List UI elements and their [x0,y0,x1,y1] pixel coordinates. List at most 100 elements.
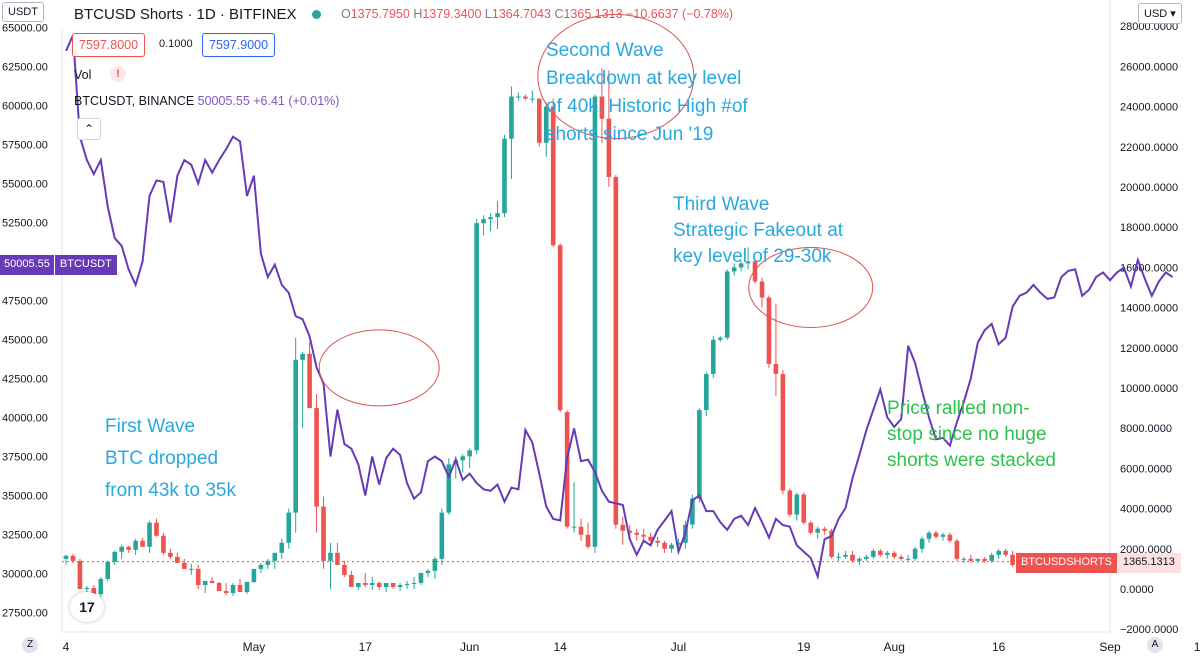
left-price-axis[interactable]: 65000.00 62500.00 60000.00 57500.00 55000.00… [2,23,48,620]
candle-body [342,564,347,575]
zoom-toggle-button[interactable]: Z [22,637,38,653]
btcusdt-line [65,34,1174,581]
candle-body [223,591,229,594]
btcusdt-price-name: BTCUSDT [54,255,117,275]
right-price-axis[interactable]: 28000.0000 26000.0000 24000.0000 22000.0000… [1120,21,1178,636]
candle-body [829,530,834,557]
sell-price-button[interactable]: 7597.8000 [72,33,146,57]
candle-body [84,587,90,589]
candle-body [1010,554,1015,565]
ohlc-values: O1375.7950 H1379.3400 L1364.7043 C1365.1… [341,7,733,21]
candle-body [446,464,452,513]
time-tick-label: Aug [884,640,905,654]
candle-body [272,552,278,561]
right-tick-label: 2000.0000 [1120,544,1172,556]
candle-body [599,96,605,119]
candle-body [182,562,187,569]
candle-body [105,561,111,579]
candle-body [168,552,173,557]
candle-body [578,526,584,535]
tradingview-logo[interactable]: 17 [70,592,104,622]
candle-body [878,550,883,555]
right-tick-label: 14000.0000 [1120,303,1178,315]
candle-body [676,542,681,545]
candle-body [147,522,152,547]
right-tick-label: 10000.0000 [1120,383,1178,395]
candle-body [1003,550,1008,555]
btcusdt-price-value: 50005.55 [0,255,54,275]
candle-body [822,528,827,531]
candle-body [300,353,305,360]
candle-body [230,584,236,594]
candle-body [474,223,479,451]
volume-label[interactable]: Vol [74,68,92,82]
warning-icon[interactable]: ! [110,66,126,82]
candle-body [766,297,772,364]
candle-body [425,570,431,573]
auto-scale-button[interactable]: A [1147,637,1163,653]
collapse-legend-icon[interactable]: ⌃ [77,118,101,140]
candle-body [481,219,486,224]
right-tick-label: 26000.0000 [1120,61,1178,73]
candle-body [871,550,876,557]
time-tick-label: Jul [671,640,686,654]
time-tick-label: Jun [460,640,479,654]
candle-body [641,534,646,537]
left-tick-label: 42500.00 [2,374,48,386]
left-tick-label: 60000.00 [2,101,48,113]
highlight-circle [748,247,874,328]
candle-body [954,540,960,559]
candle-body [857,558,862,561]
candle-body [133,540,138,550]
candle-body [321,506,326,561]
candle-body [328,552,333,561]
annotation: Third Wave Strategic Fakeout at key level … [673,194,844,267]
time-tick-label: 4 [63,640,70,654]
left-currency-button[interactable]: USDT [2,2,44,22]
candle-body [98,578,104,595]
right-currency-button[interactable]: USD ▾ [1138,3,1182,24]
right-tick-label: 18000.0000 [1120,222,1178,234]
candle-body [418,572,424,583]
candle-body [947,534,953,541]
shorts-candles [63,68,1113,598]
overlay-name: BTCUSDT, BINANCE [74,94,195,108]
candle-body [773,363,779,374]
buy-price-button[interactable]: 7597.9000 [202,33,276,57]
candle-body [251,568,257,582]
candle-body [397,584,403,587]
right-tick-label: 24000.0000 [1120,102,1178,114]
candle-body [509,96,514,139]
time-axis[interactable]: 4 May 17 Jun 14 Jul 19 Aug 16 Sep 14 [63,640,1200,654]
annotation-line: shorts were stacked [887,450,1056,471]
left-tick-label: 35000.00 [2,491,48,503]
candle-body [564,412,570,527]
candle-body [279,542,285,553]
annotation-line: Second Wave [546,40,664,61]
right-tick-label: 28000.0000 [1120,21,1178,33]
candle-body [258,564,264,569]
candle-body [648,536,653,541]
candle-body [550,106,556,246]
candle-body [411,582,417,584]
candle-body [933,532,939,537]
candle-body [362,582,368,585]
high-key: H [413,7,423,21]
candle-body [724,271,730,338]
right-tick-label: 4000.0000 [1120,504,1172,516]
left-tick-label: 27500.00 [2,608,48,620]
symbol-title[interactable]: BTCUSD Shorts · 1D · BITFINEX [74,6,297,23]
annotation-line: key level of 29-30k [673,246,832,267]
candle-body [731,267,737,272]
overlay-legend[interactable]: BTCUSDT, BINANCE 50005.55 +6.41 (+0.01%) [74,94,339,108]
annotation-line: of 40k. Historic High #of [546,96,748,117]
candle-body [154,522,159,536]
candle-body [961,558,967,560]
candle-body [112,551,118,562]
candle-body [738,263,744,268]
open-key: O [341,7,351,21]
candle-body [989,554,994,561]
shorts-price-label: BTCUSDSHORTS 1365.1313 [1016,553,1181,573]
grid-lines [61,0,1111,633]
